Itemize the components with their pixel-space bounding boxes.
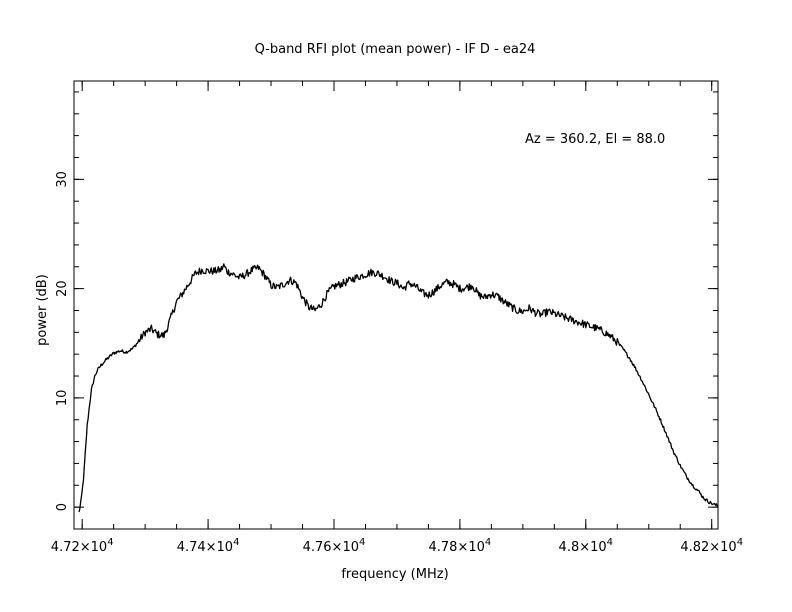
power-spectrum-line	[78, 263, 719, 513]
x-tick-label: 4.76×104	[303, 537, 366, 555]
x-tick-label: 4.72×104	[51, 537, 114, 555]
y-axis-label: power (dB)	[35, 274, 50, 346]
x-tick-label: 4.74×104	[177, 537, 240, 555]
x-tick-label: 4.78×104	[429, 537, 492, 555]
y-tick-label: 10	[55, 390, 70, 407]
y-axis-tick-labels: 0 10 20 30	[55, 171, 70, 511]
chart-title: Q-band RFI plot (mean power) - IF D - ea…	[255, 42, 536, 57]
x-axis-label: frequency (MHz)	[341, 567, 448, 582]
y-tick-label: 20	[55, 280, 70, 297]
az-el-annotation: Az = 360.2, El = 88.0	[525, 132, 665, 147]
plot-frame	[73, 80, 719, 530]
y-tick-label: 30	[55, 171, 70, 188]
x-axis-ticks	[81, 81, 713, 529]
x-axis-tick-labels: 4.72×104 4.74×104 4.76×104 4.78×104 4.8×104 4…	[51, 537, 743, 555]
y-axis-ticks	[74, 91, 718, 530]
y-tick-label: 0	[55, 503, 70, 511]
x-tick-label: 4.82×104	[680, 537, 743, 555]
x-tick-label: 4.8×104	[559, 537, 613, 555]
